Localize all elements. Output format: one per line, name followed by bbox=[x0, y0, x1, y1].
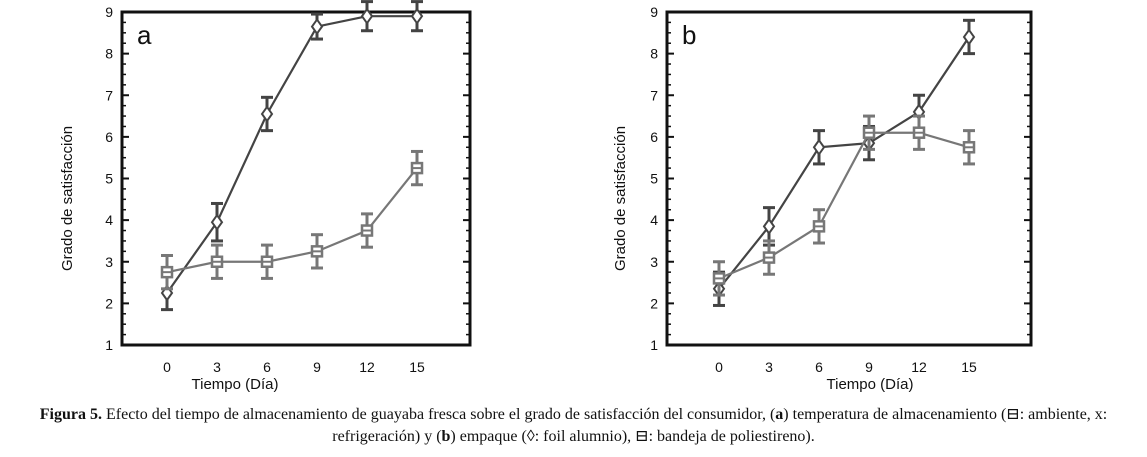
caption-text-2: ) temperatura de almacenamiento ( bbox=[783, 406, 1007, 423]
panel-b-x-tick-label: 9 bbox=[865, 359, 873, 375]
panel-a-x-tick-label: 9 bbox=[313, 359, 321, 375]
panel-b-diamond-series-point bbox=[962, 28, 976, 46]
panel-b-diamond-series-point bbox=[762, 217, 776, 236]
panel-b-x-tick-label: 3 bbox=[765, 359, 773, 375]
panel-b-y-tick-label: 2 bbox=[650, 295, 658, 311]
panel-b-diamond-series-point bbox=[812, 138, 826, 157]
panel-a-diamond-series-point bbox=[410, 7, 424, 25]
panel-a-diamond-series-point bbox=[360, 7, 374, 25]
panel-a-y-tick-label: 9 bbox=[105, 4, 113, 20]
panel-b-panel-label: b bbox=[682, 20, 696, 50]
panel-a-y-tick-label: 8 bbox=[105, 46, 113, 62]
figure-caption: Figura 5. Efecto del tiempo de almacenam… bbox=[0, 404, 1147, 448]
panel-b-square-series-line bbox=[718, 131, 970, 280]
panel-b-y-tick-label: 9 bbox=[650, 4, 658, 20]
panel-a-x-tick-label: 6 bbox=[263, 359, 271, 375]
panel-a-y-tick-label: 5 bbox=[105, 171, 113, 187]
panel-a-diamond-series-point bbox=[210, 213, 224, 231]
panel-a-y-tick-label: 2 bbox=[105, 295, 113, 311]
panel-a-x-tick-label: 0 bbox=[163, 359, 171, 375]
panel-a-diamond-series-point bbox=[260, 105, 274, 123]
panel-b-y-tick-label: 3 bbox=[650, 254, 658, 270]
panel-b-diamond-series-line bbox=[718, 36, 970, 290]
panel-a-y-axis-title: Grado de satisfacción bbox=[59, 126, 76, 271]
panel-b-x-axis-title: Tiempo (Día) bbox=[827, 376, 914, 393]
panel-b-y-tick-label: 5 bbox=[650, 171, 658, 187]
panel-a-x-tick-label: 3 bbox=[213, 359, 221, 375]
panel-a-y-tick-label: 1 bbox=[105, 337, 113, 353]
caption-text-4: ) empaque (◊: foil alumnio), bbox=[450, 428, 636, 445]
panel-b-x-tick-label: 15 bbox=[961, 359, 977, 375]
caption-panel-b: b bbox=[441, 428, 451, 445]
panel-a-y-tick-label: 3 bbox=[105, 254, 113, 270]
panel-b-x-tick-label: 0 bbox=[715, 359, 723, 375]
panel-a-panel-label: a bbox=[137, 20, 152, 50]
panel-b-y-tick-label: 8 bbox=[650, 46, 658, 62]
panel-b-y-axis-title: Grado de satisfacción bbox=[612, 126, 629, 271]
caption-square-symbol-2: ⊟ bbox=[635, 428, 649, 445]
caption-lead: Figura 5. bbox=[39, 406, 102, 423]
panel-b-x-tick-label: 6 bbox=[815, 359, 823, 375]
panel-a-square-series-line bbox=[166, 167, 418, 274]
panel-b-x-tick-label: 12 bbox=[911, 359, 927, 375]
panel-a-diamond-series-line bbox=[166, 15, 417, 294]
caption-text-1: Efecto del tiempo de almacenamiento de g… bbox=[101, 406, 776, 423]
panel-a-y-tick-label: 6 bbox=[105, 129, 113, 145]
caption-square-symbol-1: ⊟ bbox=[1006, 406, 1020, 423]
caption-panel-a: a bbox=[775, 406, 784, 423]
panel-b-y-tick-label: 6 bbox=[650, 129, 658, 145]
caption-text-3: : ambiente, x: refrigeración) y ( bbox=[332, 406, 1108, 445]
panel-a-x-axis-title: Tiempo (Día) bbox=[192, 376, 279, 393]
panel-b-y-tick-label: 1 bbox=[650, 337, 658, 353]
panel-a-x-tick-label: 12 bbox=[359, 359, 375, 375]
panel-a-x-tick-label: 15 bbox=[409, 359, 425, 375]
panel-a-y-tick-label: 4 bbox=[105, 212, 113, 228]
panel-b-y-tick-label: 7 bbox=[650, 87, 658, 103]
panel-a-y-tick-label: 7 bbox=[105, 87, 113, 103]
panel-a-diamond-series-point bbox=[310, 17, 324, 36]
panel-b-y-tick-label: 4 bbox=[650, 212, 658, 228]
caption-text-5: : bandeja de poliestireno). bbox=[648, 428, 815, 445]
